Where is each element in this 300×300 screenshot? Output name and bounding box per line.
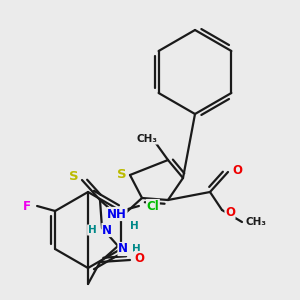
Text: H: H xyxy=(130,221,138,231)
Text: CH₃: CH₃ xyxy=(245,217,266,227)
Text: CH₃: CH₃ xyxy=(136,134,158,144)
Text: F: F xyxy=(23,200,31,212)
Text: O: O xyxy=(232,164,242,176)
Text: N: N xyxy=(102,224,112,236)
Text: N: N xyxy=(118,242,128,256)
Text: H: H xyxy=(132,244,140,254)
Text: NH: NH xyxy=(107,208,127,220)
Text: O: O xyxy=(134,251,144,265)
Text: H: H xyxy=(88,225,96,235)
Text: S: S xyxy=(69,169,79,182)
Text: Cl: Cl xyxy=(146,200,159,212)
Text: O: O xyxy=(225,206,235,218)
Text: S: S xyxy=(117,169,127,182)
